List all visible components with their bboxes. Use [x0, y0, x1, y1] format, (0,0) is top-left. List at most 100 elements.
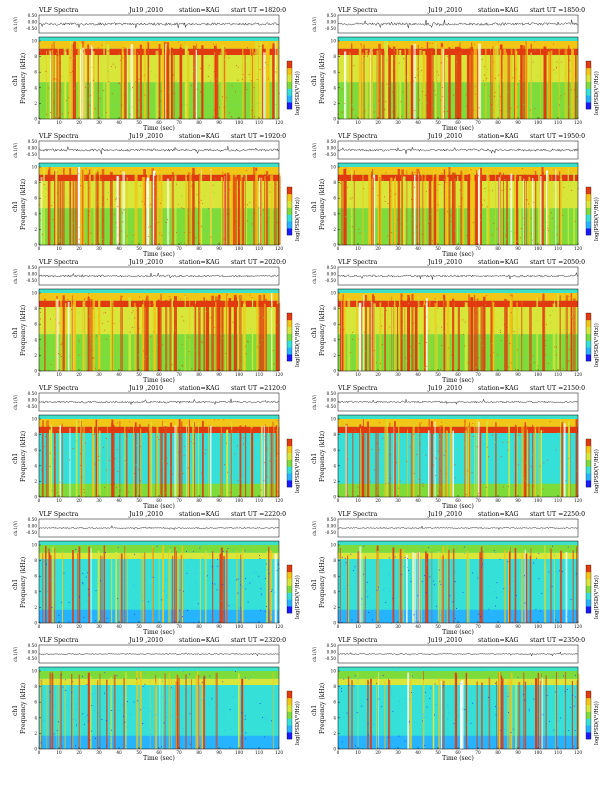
spectrogram-speckle [200, 199, 202, 201]
spectrogram-band [338, 586, 578, 610]
spectrogram-streak [194, 303, 197, 371]
spectrogram-speckle [112, 344, 113, 346]
y-axis-label: Frequency (kHz) [319, 557, 326, 608]
spectrogram-speckle [262, 203, 263, 205]
spectrogram-speckle [270, 111, 272, 112]
spectrogram-speckle [230, 728, 231, 730]
spectrogram-speckle [200, 300, 202, 302]
spectrogram-speckle [491, 69, 492, 71]
spectrogram-speckle [534, 188, 535, 190]
spectrogram-speckle [464, 100, 465, 102]
spectrogram-speckle [184, 679, 186, 680]
spectrogram-speckle [100, 460, 102, 462]
spectrogram-streak [495, 422, 497, 497]
spectrogram-speckle [204, 97, 206, 98]
spectrogram-top-band [338, 289, 578, 293]
panel-start-ut: start UT =1820:0 [231, 7, 286, 14]
spectrogram-speckle [409, 434, 410, 435]
spectrogram-streak [364, 295, 367, 371]
spectrogram-speckle [266, 569, 268, 571]
spectrogram-speckle [209, 675, 211, 677]
spectrogram-streak [203, 297, 205, 371]
y-tick-label: 10 [331, 165, 337, 170]
x-tick-label: 100 [235, 120, 243, 125]
spectrogram-speckle [266, 63, 268, 65]
spectrogram-speckle [194, 67, 196, 69]
spectrogram-speckle [203, 428, 204, 430]
spectrogram-speckle [227, 548, 229, 549]
spectrogram-speckle [49, 57, 51, 58]
colorbar-segment [287, 88, 292, 96]
spectrogram-speckle [243, 431, 245, 433]
spectrogram-streak [351, 680, 353, 749]
spectrogram-speckle [221, 599, 222, 601]
spectrogram-speckle [50, 318, 51, 320]
spectrogram-speckle [384, 109, 386, 110]
spectrogram-streak [565, 295, 569, 371]
spectrogram-streak [401, 169, 404, 245]
spectrogram-speckle [205, 236, 207, 238]
spectrogram-streak [253, 51, 256, 119]
waveform-trace [38, 525, 280, 531]
spectrogram-streak [514, 45, 517, 120]
spectrogram-streak [127, 47, 129, 119]
spectrogram-speckle [530, 233, 532, 234]
spectrogram-speckle [188, 351, 190, 353]
spectrogram-streak [545, 675, 547, 749]
spectrogram-speckle [495, 605, 496, 607]
colorbar-label: log(PSD(V²/Hz)) [294, 71, 301, 115]
x-tick-label: 10 [355, 498, 361, 503]
spectrogram-streak [255, 41, 259, 119]
spectrogram-speckle [389, 591, 390, 593]
spectrogram-band [39, 419, 279, 427]
spectrogram-speckle [560, 240, 562, 242]
spectrogram-streak [466, 550, 469, 623]
spectrogram-speckle [341, 741, 343, 743]
spectrogram-speckle [385, 310, 387, 311]
spectrogram-speckle [137, 217, 138, 218]
y-tick-label: 10 [32, 39, 38, 44]
spectrogram-speckle [224, 241, 226, 243]
spectrogram-speckle [445, 423, 447, 424]
waveform-tick: 0.00 [28, 145, 38, 150]
spectrogram-speckle [251, 55, 252, 57]
spectrogram-speckle [260, 588, 262, 589]
spectrogram-speckle [175, 699, 176, 701]
spectrogram-streak [165, 44, 166, 119]
spectrogram-speckle [512, 728, 514, 730]
spectrogram-speckle [99, 334, 101, 336]
spectrogram-speckle [101, 49, 103, 50]
spectrogram-speckle [72, 71, 73, 72]
spectrogram-speckle [402, 91, 404, 93]
spectrogram-streak [161, 41, 164, 120]
spectrogram-speckle [533, 562, 534, 564]
spectrogram-speckle [552, 89, 554, 91]
spectrogram-speckle [510, 107, 512, 109]
y-tick-label: 10 [331, 39, 337, 44]
spectrogram-speckle [519, 701, 521, 703]
spectrogram-streak [176, 551, 177, 623]
waveform-trace [337, 146, 579, 154]
spectrogram-speckle [401, 337, 403, 339]
spectrogram-speckle [195, 207, 196, 209]
spectrogram-speckle [183, 621, 185, 622]
spectrogram-speckle [576, 340, 578, 342]
spectrogram-speckle [247, 204, 248, 206]
spectrogram-speckle [536, 319, 538, 321]
spectrogram-speckle [534, 455, 536, 457]
spectrogram-speckle [84, 724, 85, 725]
spectrogram-streak [141, 176, 145, 245]
spectrogram-streak [368, 167, 372, 245]
spectrogram-speckle [165, 114, 167, 115]
spectrogram-speckle [419, 677, 421, 679]
spectrogram-speckle [94, 317, 96, 319]
spectrogram-speckle [346, 712, 348, 714]
spectrogram-streak [115, 551, 118, 623]
spectrogram-speckle [190, 441, 192, 442]
spectrogram-streak [571, 681, 573, 749]
spectrogram-speckle [90, 94, 91, 96]
panel-title: VLF Spectra [337, 511, 378, 518]
spectrogram-speckle [339, 53, 340, 55]
spectrogram-streak [521, 425, 523, 497]
spectrogram-speckle [269, 184, 270, 185]
